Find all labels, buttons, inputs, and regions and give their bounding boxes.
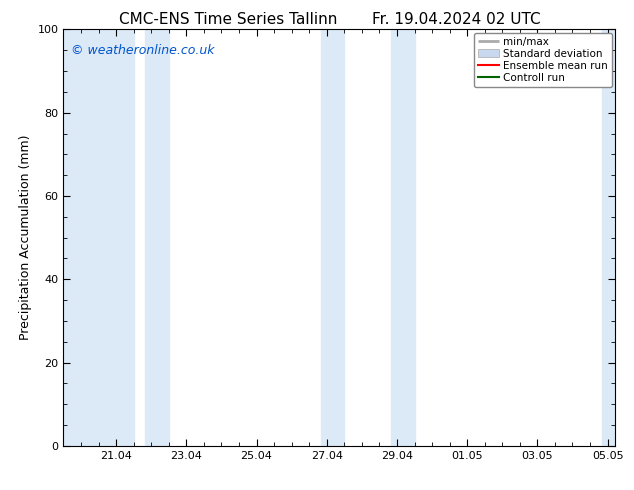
Text: © weatheronline.co.uk: © weatheronline.co.uk	[70, 44, 214, 57]
Y-axis label: Precipitation Accumulation (mm): Precipitation Accumulation (mm)	[19, 135, 32, 341]
Bar	[145, 29, 169, 446]
Bar	[63, 29, 134, 446]
Text: Fr. 19.04.2024 02 UTC: Fr. 19.04.2024 02 UTC	[372, 12, 541, 27]
Bar	[391, 29, 415, 446]
Bar	[602, 29, 615, 446]
Legend: min/max, Standard deviation, Ensemble mean run, Controll run: min/max, Standard deviation, Ensemble me…	[474, 32, 612, 87]
Bar	[321, 29, 344, 446]
Text: CMC-ENS Time Series Tallinn: CMC-ENS Time Series Tallinn	[119, 12, 337, 27]
